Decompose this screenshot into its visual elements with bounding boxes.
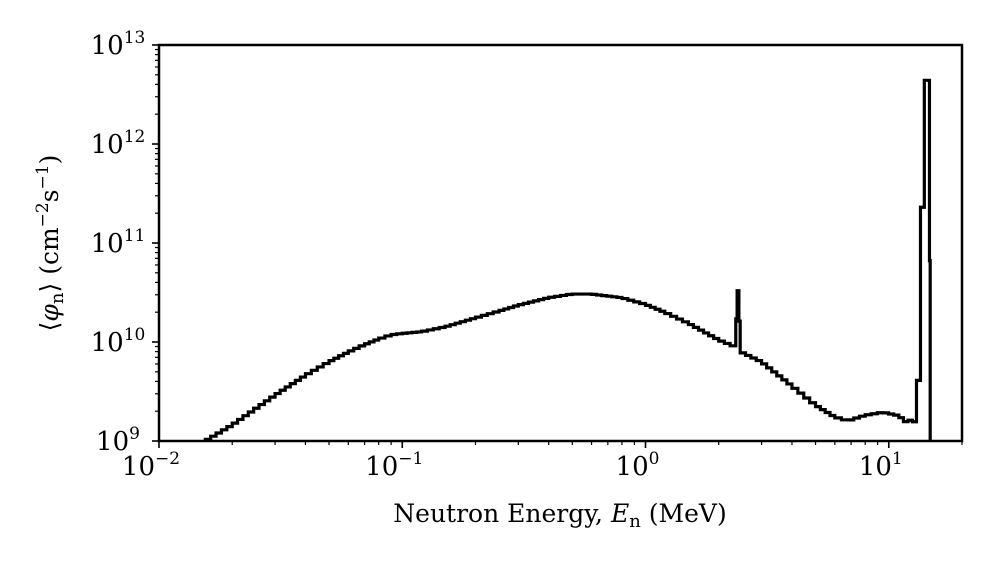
x-axis-label: Neutron Energy, En (MeV) (393, 499, 726, 532)
x-tick-label: 10−1 (365, 449, 423, 482)
x-tick-label: 101 (859, 449, 903, 482)
x-tick-label: 10−2 (122, 449, 180, 482)
x-axis-ticks: 10−2 10−1 100 101 (122, 441, 963, 482)
y-tick-label: 1012 (91, 127, 146, 160)
y-tick-label: 1011 (91, 226, 146, 259)
y-tick-label: 109 (96, 424, 140, 457)
y-tick-label: 1013 (91, 28, 146, 61)
series-0-step-line (203, 78, 932, 441)
y-tick-label: 1010 (91, 325, 146, 358)
y-axis-label: ⟨φn⟩ (cm−2s−1) (33, 155, 68, 332)
plot-area-frame (157, 43, 964, 443)
y-axis-ticks: 109 1010 1011 1012 1013 (91, 28, 159, 457)
x-tick-label: 100 (616, 449, 660, 482)
series-layer (203, 78, 932, 441)
